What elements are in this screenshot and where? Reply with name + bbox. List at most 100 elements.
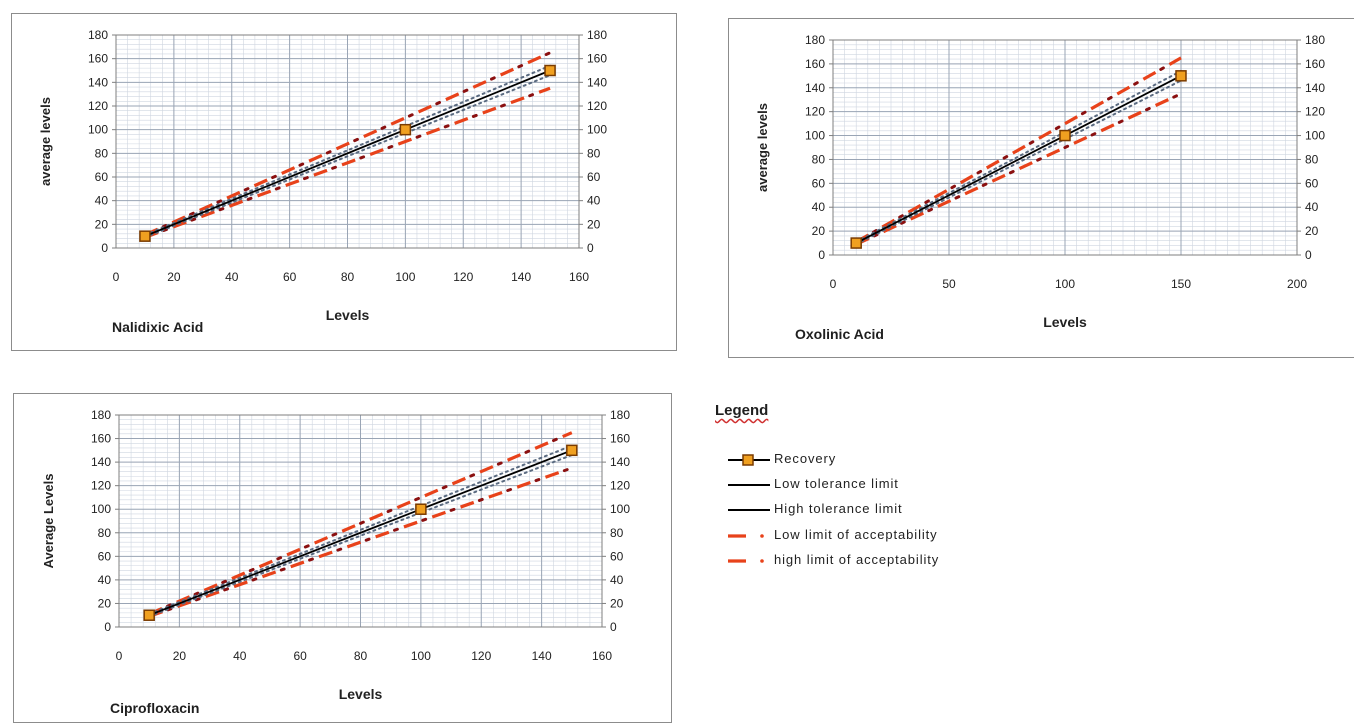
y2-tick-label: 120 — [610, 479, 630, 493]
y-tick-label: 60 — [98, 549, 112, 563]
y2-tick-label: 20 — [1305, 224, 1319, 238]
x-tick-label: 60 — [283, 270, 297, 284]
y2-tick-label: 80 — [587, 146, 601, 160]
y2-tick-label: 80 — [1305, 152, 1319, 166]
y2-tick-label: 0 — [1305, 248, 1312, 262]
y-tick-label: 120 — [805, 105, 825, 119]
y-tick-label: 20 — [95, 217, 109, 231]
y2-tick-label: 40 — [1305, 200, 1319, 214]
recovery-point — [544, 64, 556, 77]
y2-tick-label: 0 — [587, 241, 594, 255]
y2-tick-label: 160 — [1305, 57, 1325, 71]
y2-tick-label: 140 — [1305, 81, 1325, 95]
series-low-tolerance-limit — [143, 74, 552, 239]
y-tick-label: 120 — [91, 479, 111, 493]
y-tick-label: 140 — [805, 81, 825, 95]
chart-svg: 0 20 40 60 80 100 120 140 160 180 0 20 40 60 80 100 120 1… — [41, 408, 630, 702]
legend-label: Low limit of acceptability — [774, 527, 938, 542]
y2-tick-label: 160 — [610, 432, 630, 446]
y2-tick-label: 120 — [587, 99, 607, 113]
recovery-point — [1175, 70, 1187, 82]
y2-tick-label: 180 — [1305, 33, 1325, 47]
x-tick-label: 50 — [942, 277, 956, 291]
recovery-point — [566, 444, 578, 457]
series-low-acceptability-dots — [143, 86, 552, 239]
y-tick-label: 60 — [812, 176, 826, 190]
x-tick-label: 20 — [167, 270, 181, 284]
legend-dot — [760, 534, 764, 538]
legend-title: Legend — [715, 402, 769, 419]
y2-tick-label: 40 — [610, 573, 624, 587]
y2-tick-label: 60 — [1305, 176, 1319, 190]
y-tick-label: 40 — [812, 200, 826, 214]
y2-tick-label: 40 — [587, 194, 601, 208]
series-high-tolerance-limit — [148, 444, 573, 616]
chart-label: Ciprofloxacin — [110, 700, 200, 716]
series-high-acceptability-dots — [854, 56, 1183, 244]
recovery-point — [143, 609, 155, 621]
x-tick-label: 40 — [233, 649, 247, 663]
chart-label: Nalidixic Acid — [112, 319, 204, 335]
x-tick-label: 140 — [511, 270, 531, 284]
y-axis-label: Average Levels — [41, 474, 56, 569]
y-tick-label: 80 — [812, 152, 826, 166]
legend-swatch-recovery — [728, 454, 770, 466]
y-tick-label: 180 — [91, 408, 111, 422]
x-tick-label: 140 — [532, 649, 552, 663]
y-tick-label: 40 — [95, 194, 109, 208]
legend-item-high-acceptability: high limit of acceptability — [726, 551, 1026, 571]
recovery-point — [399, 123, 412, 136]
y-tick-label: 120 — [88, 99, 108, 113]
y2-tick-label: 140 — [587, 75, 607, 89]
series-low-tolerance-limit — [855, 79, 1182, 246]
series-low-limit-of-acceptability — [148, 466, 573, 618]
y2-tick-label: 20 — [610, 596, 624, 610]
legend-item-high-tolerance: High tolerance limit — [726, 500, 1026, 520]
x-tick-label: 80 — [341, 270, 355, 284]
plot-area-border — [115, 34, 580, 249]
chart-label: Oxolinic Acid — [795, 326, 884, 342]
y-axis-label: average levels — [755, 103, 770, 192]
recovery-point — [415, 503, 427, 515]
chart-panel-nalidixic-acid: 0 20 40 60 80 100 120 140 160 180 0 20 40 60 80 100 120 1… — [11, 13, 677, 351]
legend-swatch-low-tolerance — [728, 484, 770, 486]
x-tick-label: 0 — [113, 270, 120, 284]
legend-label: High tolerance limit — [774, 501, 903, 516]
x-axis-label: Levels — [339, 686, 383, 702]
x-tick-label: 0 — [830, 277, 837, 291]
x-tick-label: 120 — [453, 270, 473, 284]
y-tick-label: 180 — [88, 28, 108, 42]
recovery-point — [850, 237, 862, 249]
x-tick-label: 160 — [569, 270, 589, 284]
series-high-limit-of-acceptability — [148, 431, 573, 616]
y2-tick-label: 180 — [610, 408, 630, 422]
y-tick-label: 20 — [98, 596, 112, 610]
y-tick-label: 100 — [88, 123, 108, 137]
legend-label: high limit of acceptability — [774, 552, 940, 567]
y-tick-label: 20 — [812, 224, 826, 238]
x-tick-label: 0 — [116, 649, 123, 663]
legend-dot — [760, 559, 764, 563]
x-tick-label: 100 — [411, 649, 431, 663]
chart-svg: 0 20 40 60 80 100 120 140 160 180 0 20 40 60 80 100 120 1… — [38, 28, 607, 323]
y2-tick-label: 60 — [610, 549, 624, 563]
y2-tick-label: 20 — [587, 217, 601, 231]
y2-tick-label: 100 — [610, 502, 630, 516]
y2-tick-label: 100 — [587, 123, 607, 137]
y2-tick-label: 0 — [610, 620, 617, 634]
x-tick-label: 80 — [354, 649, 368, 663]
y2-tick-label: 80 — [610, 526, 624, 540]
legend-item-low-tolerance: Low tolerance limit — [726, 475, 1026, 495]
series-high-tolerance-limit — [855, 70, 1182, 243]
y-tick-label: 0 — [818, 248, 825, 262]
x-tick-label: 100 — [1055, 277, 1075, 291]
x-axis-label: Levels — [1043, 314, 1087, 330]
y-tick-label: 80 — [98, 526, 112, 540]
x-tick-label: 120 — [471, 649, 491, 663]
legend: Legend Recovery Low tolerance limit High… — [712, 400, 1032, 590]
series-low-limit-of-acceptability — [144, 86, 551, 239]
legend-item-recovery: Recovery — [726, 450, 1026, 470]
chart-svg: 0 20 40 60 80 100 120 140 160 180 0 20 40 60 80 100 120 1… — [755, 33, 1325, 330]
legend-swatch-high-acceptability — [728, 559, 764, 563]
x-tick-label: 20 — [173, 649, 187, 663]
